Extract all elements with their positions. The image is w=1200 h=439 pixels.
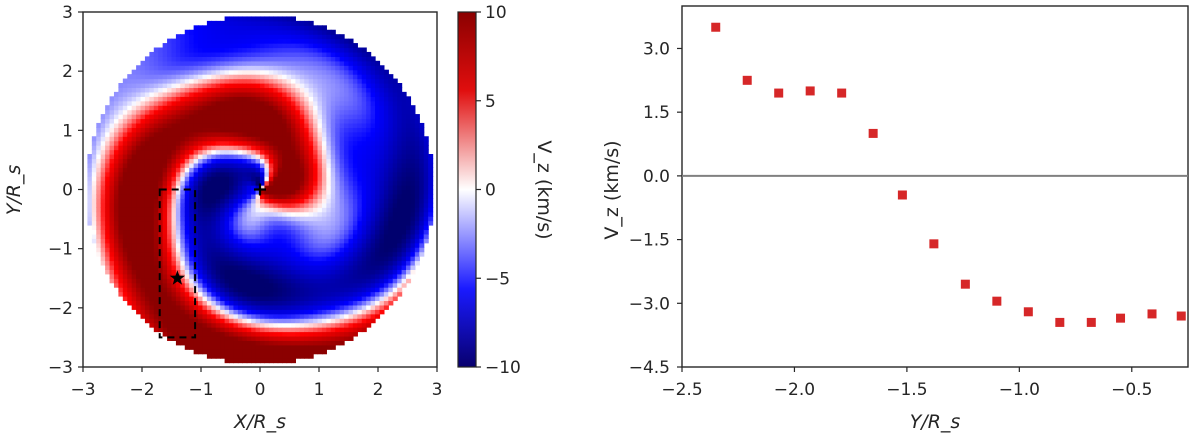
scatter-point (774, 88, 784, 98)
map-annotations (158, 183, 266, 339)
scatter-y-tick-label: −1.5 (629, 231, 670, 251)
map-x-tick-label: −1 (188, 380, 213, 400)
scatter-y-tick-label: 1.5 (643, 103, 670, 123)
map-x-ticks: −3 −2 −1 0 1 2 3 (70, 367, 442, 400)
scatter-frame (681, 5, 1189, 368)
map-x-tick-label: 1 (314, 380, 325, 400)
colorbar: 10 5 0 −5 −10 V_z (km/s) (457, 3, 555, 378)
dashed-selection-box (158, 188, 197, 339)
map-y-tick-label: 3 (62, 3, 73, 23)
colorbar-tick-label: −10 (485, 358, 521, 378)
scatter-x-tick-label: −1.0 (999, 380, 1040, 400)
scatter-y-tick-label: −3.0 (629, 294, 670, 314)
colorbar-tick-label: −5 (485, 269, 510, 289)
map-x-axis-label: X/R_s (233, 411, 286, 433)
colorbar-tick-label: 10 (485, 3, 507, 23)
map-x-tick-label: 0 (255, 380, 266, 400)
velocity-map-panel: −3 −2 −1 0 1 2 3 3 2 1 0 −1 −2 −3 X/R_s Y/R_s (3, 3, 442, 433)
scatter-point (897, 190, 907, 200)
scatter-x-ticks: −2.5 −2.0 −1.5 −1.0 −0.5 (661, 367, 1152, 400)
star-marker (169, 270, 186, 285)
scatter-point (1147, 309, 1157, 319)
scatter-x-tick-label: −2.5 (661, 380, 702, 400)
scatter-y-tick-label: −4.5 (629, 358, 670, 378)
map-y-axis-label: Y/R_s (3, 165, 25, 216)
scatter-x-axis-label: Y/R_s (910, 411, 961, 433)
scatter-point (868, 128, 878, 138)
colorbar-tick-label: 0 (485, 181, 496, 201)
map-x-tick-label: 2 (373, 380, 384, 400)
scatter-x-tick-label: −1.5 (886, 380, 927, 400)
scatter-points (711, 22, 1186, 327)
map-y-tick-label: −2 (48, 299, 73, 319)
colorbar-gradient (457, 11, 477, 368)
colorbar-label: V_z (km/s) (533, 140, 555, 239)
scatter-point (1116, 313, 1126, 323)
map-y-tick-label: 2 (62, 62, 73, 82)
map-y-ticks: 3 2 1 0 −1 −2 −3 (48, 3, 83, 378)
scatter-point (1023, 307, 1033, 317)
velocity-map-image (87, 16, 434, 364)
colorbar-ticks: 10 5 0 −5 −10 (476, 3, 521, 378)
scatter-y-tick-label: 3.0 (643, 39, 670, 59)
scatter-x-tick-label: −0.5 (1111, 380, 1152, 400)
scatter-point (1055, 317, 1065, 327)
plus-marker (254, 183, 266, 196)
map-x-tick-label: −3 (70, 380, 95, 400)
map-y-tick-label: 0 (62, 181, 73, 201)
scatter-x-tick-label: −2.0 (774, 380, 815, 400)
scatter-point (805, 86, 815, 96)
map-x-tick-label: 3 (432, 380, 443, 400)
scatter-y-axis-label: V_z (km/s) (601, 140, 623, 239)
scatter-panel: −2.5 −2.0 −1.5 −1.0 −0.5 3.0 1.5 0.0 −1.5 −3.0 −4… (601, 5, 1189, 433)
scatter-point (992, 296, 1002, 306)
scatter-point (1176, 311, 1186, 321)
scatter-y-ticks: 3.0 1.5 0.0 −1.5 −3.0 −4.5 (629, 39, 682, 378)
scatter-point (711, 22, 721, 32)
scatter-point (742, 75, 752, 85)
map-x-tick-label: −2 (129, 380, 154, 400)
colorbar-tick-label: 5 (485, 92, 496, 112)
map-y-tick-label: −1 (48, 240, 73, 260)
scatter-point (837, 88, 847, 98)
map-y-tick-label: 1 (62, 121, 73, 141)
map-y-tick-label: −3 (48, 358, 73, 378)
scatter-point (929, 239, 939, 249)
scatter-point (1086, 317, 1096, 327)
scatter-point (960, 279, 970, 289)
scatter-y-tick-label: 0.0 (643, 167, 670, 187)
